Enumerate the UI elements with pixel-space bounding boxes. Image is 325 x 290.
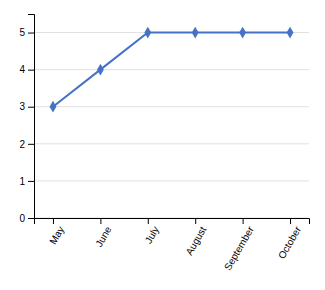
marker <box>50 101 57 113</box>
series <box>50 27 294 113</box>
chart: 0 1 2 3 4 5 May June July August September October <box>0 0 325 290</box>
y-tick: 5 <box>19 27 34 38</box>
y-tick-mark <box>28 144 34 145</box>
x-tick-mark <box>243 218 244 224</box>
y-tick: 2 <box>19 139 34 150</box>
y-tick-mark <box>28 218 34 219</box>
grid-line <box>34 69 309 70</box>
grid <box>34 33 309 218</box>
x-tick-mark <box>53 218 54 224</box>
grid-line <box>34 180 309 181</box>
x-tick-label: July <box>143 224 161 245</box>
x-tick-mark <box>195 218 196 224</box>
x-tick: July <box>143 218 161 245</box>
x-tick-mark <box>290 218 291 224</box>
x-tick: September <box>222 218 256 272</box>
x-axis: May June July August September October <box>35 218 310 272</box>
x-tick-label: September <box>222 224 256 272</box>
x-tick: June <box>93 218 114 249</box>
x-tick: May <box>47 218 66 246</box>
x-tick-mark <box>100 218 101 224</box>
marker <box>144 27 151 39</box>
x-tick-label: June <box>93 224 114 249</box>
y-tick-mark <box>28 181 34 182</box>
marker <box>192 27 199 39</box>
line <box>53 33 290 107</box>
x-axis-line <box>35 219 310 225</box>
marker <box>239 27 246 39</box>
y-tick: 4 <box>19 64 34 75</box>
y-tick: 0 <box>19 213 34 224</box>
x-tick: October <box>276 218 304 261</box>
x-tick-label: October <box>276 224 304 261</box>
grid-line <box>34 106 309 107</box>
y-tick-mark <box>28 70 34 71</box>
marker <box>287 27 294 39</box>
y-tick: 3 <box>19 101 34 112</box>
y-tick-label: 1 <box>19 176 25 187</box>
y-tick-label: 3 <box>19 101 25 112</box>
y-tick-label: 2 <box>19 139 25 150</box>
plot-area: 0 1 2 3 4 5 May June July August September October <box>19 15 309 273</box>
x-tick-label: May <box>47 224 66 246</box>
y-tick-label: 5 <box>19 27 25 38</box>
marker <box>97 64 104 76</box>
y-tick-label: 0 <box>19 213 25 224</box>
grid-line <box>34 143 309 144</box>
y-tick-mark <box>28 107 34 108</box>
x-tick-label: August <box>183 224 208 257</box>
x-tick-mark <box>148 218 149 224</box>
y-axis: 0 1 2 3 4 5 <box>19 15 34 224</box>
y-tick: 1 <box>19 176 34 187</box>
x-tick: August <box>183 218 208 257</box>
y-tick-label: 4 <box>19 64 25 75</box>
y-axis-line <box>28 15 35 219</box>
y-tick-mark <box>28 33 34 34</box>
